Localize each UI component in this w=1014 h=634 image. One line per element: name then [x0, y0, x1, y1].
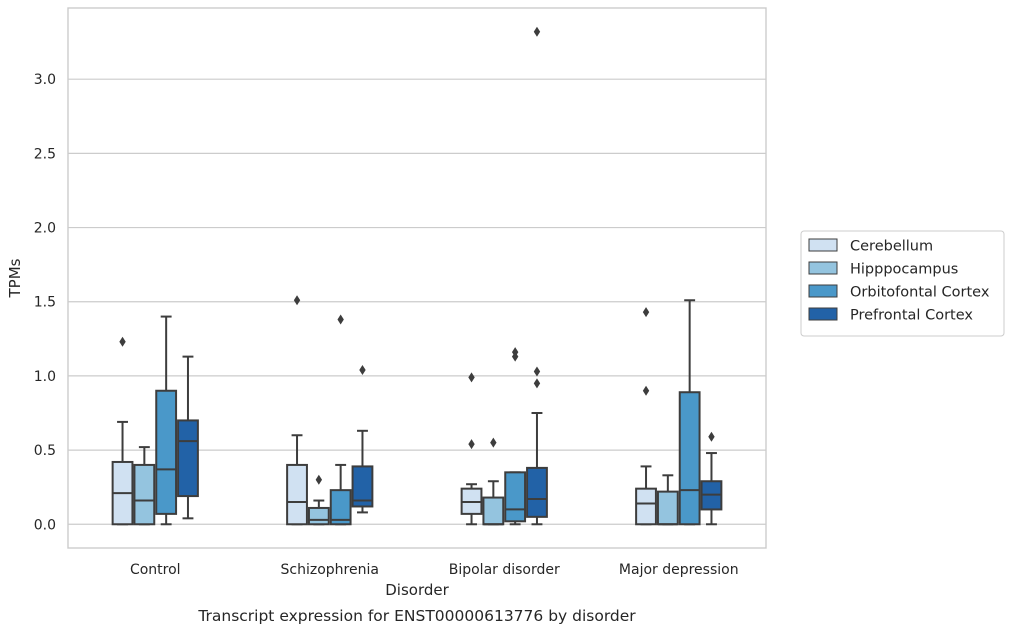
legend: Cerebellum Hipppocampus Orbitofontal Corte… — [800, 230, 1005, 337]
outlier-point — [468, 439, 475, 450]
outlier-point — [359, 364, 366, 375]
outlier-point — [533, 26, 541, 37]
box — [286, 295, 308, 526]
box-iqr — [635, 487, 657, 526]
box-iqr — [504, 471, 527, 523]
box — [678, 299, 701, 526]
box — [307, 474, 330, 526]
x-tick-labels: Control Schizophrenia Bipolar disorder Majo… — [130, 562, 739, 578]
box — [526, 26, 548, 526]
y-tick-label: 0.0 — [34, 517, 56, 533]
x-tick-label: Control — [130, 562, 181, 578]
chart-caption: Transcript expression for ENST0000061377… — [197, 607, 636, 625]
box-iqr — [133, 463, 156, 526]
legend-item: Hipppocampus — [808, 261, 958, 278]
outlier-point — [468, 372, 475, 383]
legend-item: Prefrontal Cortex — [808, 307, 973, 324]
legend-label: Prefrontal Cortex — [850, 308, 973, 324]
legend-item: Cerebellum — [808, 238, 933, 255]
x-tick-label: Major depression — [619, 562, 739, 578]
box — [504, 347, 527, 526]
y-tick-label: 2.0 — [34, 221, 56, 237]
outlier-point — [708, 431, 715, 442]
outlier-point — [337, 314, 344, 325]
box-iqr — [678, 391, 701, 526]
box-series — [111, 26, 723, 526]
outlier-point — [642, 385, 650, 396]
box — [482, 437, 505, 526]
box — [155, 315, 178, 526]
box — [656, 474, 679, 526]
box — [111, 336, 134, 526]
box-iqr — [286, 463, 308, 526]
box-iqr — [482, 496, 505, 526]
x-tick-label: Bipolar disorder — [449, 562, 560, 578]
x-axis-label: Disorder — [385, 581, 449, 599]
box — [329, 314, 352, 526]
box-iqr — [329, 489, 352, 526]
y-tick-label: 2.5 — [34, 146, 56, 162]
legend-swatch — [808, 238, 838, 252]
outlier-point — [293, 295, 301, 306]
box-iqr — [526, 466, 548, 518]
box-iqr — [155, 389, 178, 515]
series-hipppocampus — [133, 437, 679, 526]
box — [460, 372, 483, 526]
legend-label: Orbitofontal Cortex — [850, 285, 990, 301]
box — [133, 446, 156, 526]
legend-swatch — [808, 284, 838, 298]
legend-frame — [800, 230, 1005, 337]
box-iqr — [351, 465, 374, 508]
x-tick-label: Schizophrenia — [281, 562, 379, 578]
box — [700, 431, 723, 526]
box-iqr — [177, 419, 199, 498]
outlier-point — [533, 378, 541, 389]
outlier-point — [533, 366, 541, 377]
box-iqr — [656, 490, 679, 526]
y-tick-label: 1.0 — [34, 369, 56, 385]
legend-item: Orbitofontal Cortex — [808, 284, 990, 301]
legend-swatch — [808, 261, 838, 275]
outlier-point — [315, 474, 323, 485]
box — [177, 355, 199, 520]
outlier-point — [642, 307, 650, 318]
y-tick-label: 0.5 — [34, 443, 56, 459]
series-prefrontal-cortex — [177, 26, 723, 526]
y-tick-label: 3.0 — [34, 72, 56, 88]
outlier-point — [490, 437, 497, 448]
series-cerebellum — [111, 295, 657, 526]
outlier-point — [511, 347, 519, 358]
y-tick-label: 1.5 — [34, 295, 56, 311]
outlier-point — [119, 336, 126, 347]
box-iqr — [307, 506, 330, 526]
legend-label: Hipppocampus — [850, 262, 958, 278]
plot-frame — [67, 7, 767, 549]
legend-label: Cerebellum — [850, 239, 933, 255]
legend-swatch — [808, 307, 838, 321]
y-axis-label: TPMs — [6, 258, 24, 298]
box — [351, 364, 374, 514]
series-orbitofontal-cortex — [155, 299, 701, 526]
y-tick-labels: 0.0 0.5 1.0 1.5 2.0 2.5 3.0 — [34, 72, 56, 533]
box — [635, 307, 657, 526]
